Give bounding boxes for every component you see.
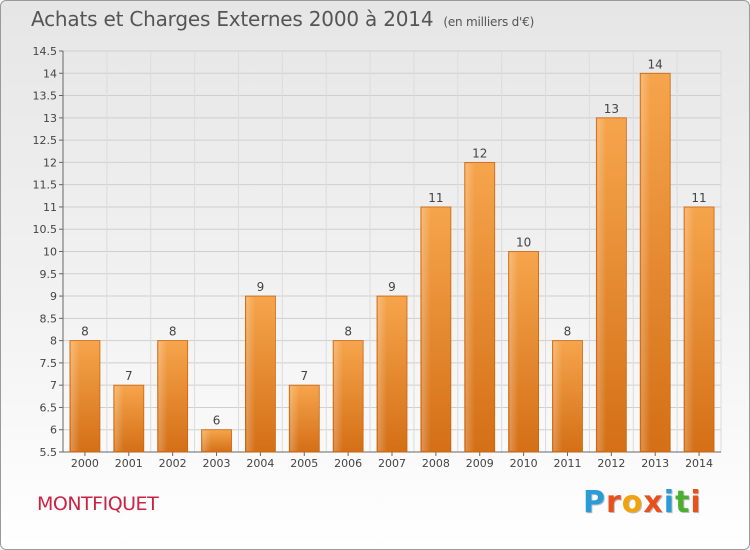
value-label-2007: 9 — [388, 280, 396, 294]
data-labels: 8 7 8 6 9 7 8 9 11 12 10 8 13 14 11 — [81, 57, 707, 427]
bars — [69, 72, 715, 453]
chart-title: Achats et Charges Externes 2000 à 2014 (e… — [31, 7, 534, 31]
logo-letter: t — [675, 485, 691, 520]
x-tick-label-2008: 2008 — [422, 457, 450, 470]
logo-letter: o — [621, 485, 644, 520]
bar-highlight — [597, 118, 607, 451]
y-tick-label: 8.5 — [40, 312, 58, 325]
value-label-2008: 11 — [428, 191, 443, 205]
title-text: Achats et Charges Externes 2000 à 2014 — [31, 7, 434, 31]
bar-highlight — [70, 341, 80, 451]
y-tick-label: 9 — [50, 290, 57, 303]
x-tick-label-2009: 2009 — [466, 457, 494, 470]
y-tick-label: 13 — [43, 112, 57, 125]
y-tick-label: 14.5 — [33, 45, 58, 58]
value-label-2003: 6 — [213, 414, 221, 428]
x-tick-label-2005: 2005 — [290, 457, 318, 470]
bar-highlight — [509, 252, 519, 451]
value-label-2002: 8 — [169, 325, 177, 339]
y-tick-label: 10 — [43, 246, 57, 259]
proxiti-logo[interactable]: Proxiti — [583, 485, 702, 520]
logo-letter: i — [663, 485, 676, 520]
y-tick-label: 9.5 — [40, 268, 58, 281]
y-tick-label: 5.5 — [40, 446, 58, 459]
y-tick-label: 13.5 — [33, 90, 58, 103]
logo-letter: x — [643, 485, 664, 520]
bar-highlight — [421, 207, 431, 451]
value-label-2010: 10 — [516, 236, 531, 250]
x-tick-label-2012: 2012 — [597, 457, 625, 470]
x-tick-label-2013: 2013 — [641, 457, 669, 470]
bar-highlight — [553, 341, 563, 451]
y-tick-label: 14 — [43, 67, 57, 80]
value-label-2001: 7 — [125, 369, 133, 383]
x-tick-label-2004: 2004 — [246, 457, 274, 470]
logo-letter: P — [583, 485, 606, 520]
y-tick-label: 11.5 — [33, 179, 58, 192]
y-tick-label: 7.5 — [40, 357, 58, 370]
bar-highlight — [246, 297, 256, 451]
x-tick-label-2003: 2003 — [203, 457, 231, 470]
bar-highlight — [158, 341, 168, 451]
x-tick-label-2007: 2007 — [378, 457, 406, 470]
y-tick-label: 12 — [43, 156, 57, 169]
bar-highlight — [641, 74, 651, 452]
bar-highlight — [114, 386, 124, 451]
logo-letter: r — [606, 485, 622, 520]
x-tick-label-2006: 2006 — [334, 457, 362, 470]
y-tick-label: 8 — [50, 335, 57, 348]
y-tick-label: 10.5 — [33, 223, 58, 236]
y-tick-label: 12.5 — [33, 134, 58, 147]
value-label-2005: 7 — [300, 369, 308, 383]
y-tick-label: 6.5 — [40, 401, 58, 414]
bar-highlight — [290, 386, 300, 451]
x-tick-label-2001: 2001 — [115, 457, 143, 470]
y-tick-label: 7 — [50, 379, 57, 392]
bar-highlight — [685, 207, 695, 451]
value-label-2000: 8 — [81, 325, 89, 339]
chart-subtitle: (en milliers d'€) — [443, 15, 535, 29]
logo-letter: i — [690, 485, 702, 520]
town-name: MONTFIQUET — [37, 493, 159, 515]
value-label-2014: 11 — [691, 191, 706, 205]
x-tick-label-2011: 2011 — [553, 457, 581, 470]
x-tick-label-2014: 2014 — [685, 457, 713, 470]
y-tick-label: 11 — [43, 201, 57, 214]
value-label-2011: 8 — [564, 325, 572, 339]
value-label-2009: 12 — [472, 146, 487, 160]
x-tick-label-2010: 2010 — [510, 457, 538, 470]
bar-highlight — [334, 341, 344, 451]
value-label-2004: 9 — [257, 280, 265, 294]
y-tick-label: 6 — [50, 424, 57, 437]
value-label-2013: 14 — [648, 57, 663, 71]
bar-highlight — [202, 430, 212, 451]
bar-highlight — [465, 163, 475, 451]
x-tick-label-2000: 2000 — [71, 457, 99, 470]
value-label-2012: 13 — [604, 102, 619, 116]
value-label-2006: 8 — [344, 325, 352, 339]
axes: 5.5 6 6.5 7 7.5 8 8.5 9 9.5 10 10.5 11 11.5 12 12.5 13 1… — [33, 45, 721, 470]
x-tick-label-2002: 2002 — [159, 457, 187, 470]
bar-highlight — [378, 297, 387, 451]
